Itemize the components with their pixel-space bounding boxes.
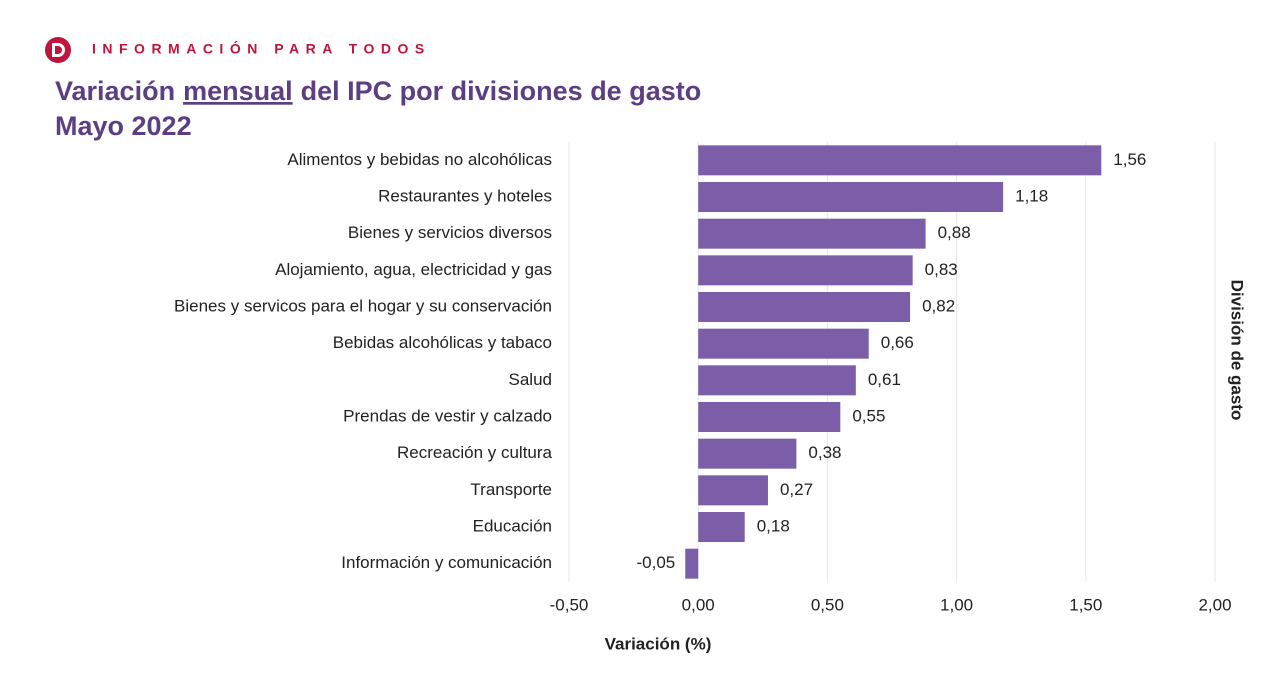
- y-tick-label: Alimentos y bebidas no alcohólicas: [287, 150, 552, 169]
- brand: INFORMACIÓN PARA TODOS: [92, 40, 431, 57]
- bar: [685, 548, 699, 579]
- x-tick-label: 0,50: [811, 595, 844, 614]
- x-tick-label: 2,00: [1198, 595, 1231, 614]
- y-tick-label: Educación: [473, 516, 552, 535]
- value-label: -0,05: [637, 553, 676, 572]
- bar: [698, 402, 841, 432]
- bar: [698, 365, 856, 396]
- bar: [698, 328, 869, 359]
- value-label: 0,18: [757, 516, 790, 535]
- value-label: 0,38: [808, 443, 841, 462]
- chart-title: Variación mensual del IPC por divisiones d…: [55, 76, 701, 106]
- bar: [698, 512, 745, 542]
- x-tick-label: 1,00: [940, 595, 973, 614]
- y-tick-label: Información y comunicación: [341, 553, 552, 572]
- x-tick-label: -0,50: [550, 595, 589, 614]
- value-label: 0,83: [925, 260, 958, 279]
- value-label: 0,66: [881, 333, 914, 352]
- y-tick-label: Transporte: [470, 480, 552, 499]
- logo: [45, 37, 71, 63]
- bar: [698, 438, 797, 469]
- y-tick-label: Alojamiento, agua, electricidad y gas: [275, 260, 552, 279]
- bar: [698, 255, 913, 286]
- value-label: 0,61: [868, 370, 901, 389]
- value-label: 0,55: [852, 406, 885, 425]
- title-part: Variación: [55, 76, 175, 106]
- bar: [698, 475, 768, 506]
- bar: [698, 218, 926, 249]
- value-label: 1,56: [1113, 150, 1146, 169]
- bar: [698, 292, 911, 322]
- x-tick-label: 1,50: [1069, 595, 1102, 614]
- y-tick-label: Recreación y cultura: [397, 443, 553, 462]
- y-tick-label: Bienes y servicos para el hogar y su con…: [174, 296, 552, 315]
- value-label: 0,88: [938, 223, 971, 242]
- chart-subtitle: Mayo 2022: [55, 111, 192, 141]
- value-label: 1,18: [1015, 186, 1048, 205]
- bar: [698, 182, 1004, 212]
- value-label: 0,27: [780, 480, 813, 499]
- x-tick-label: 0,00: [682, 595, 715, 614]
- y-tick-label: Prendas de vestir y calzado: [343, 406, 552, 425]
- bar: [698, 145, 1102, 176]
- y-tick-label: Salud: [509, 370, 552, 389]
- y-tick-label: Bienes y servicios diversos: [348, 223, 552, 242]
- y-axis-label: División de gasto: [1228, 280, 1247, 421]
- x-axis-label: Variación (%): [605, 634, 712, 653]
- title-part: del IPC por divisiones de gasto: [301, 76, 702, 106]
- value-label: 0,82: [922, 296, 955, 315]
- y-tick-label: Bebidas alcohólicas y tabaco: [333, 333, 552, 352]
- title-emphasis: mensual: [183, 76, 293, 106]
- y-tick-label: Restaurantes y hoteles: [378, 186, 552, 205]
